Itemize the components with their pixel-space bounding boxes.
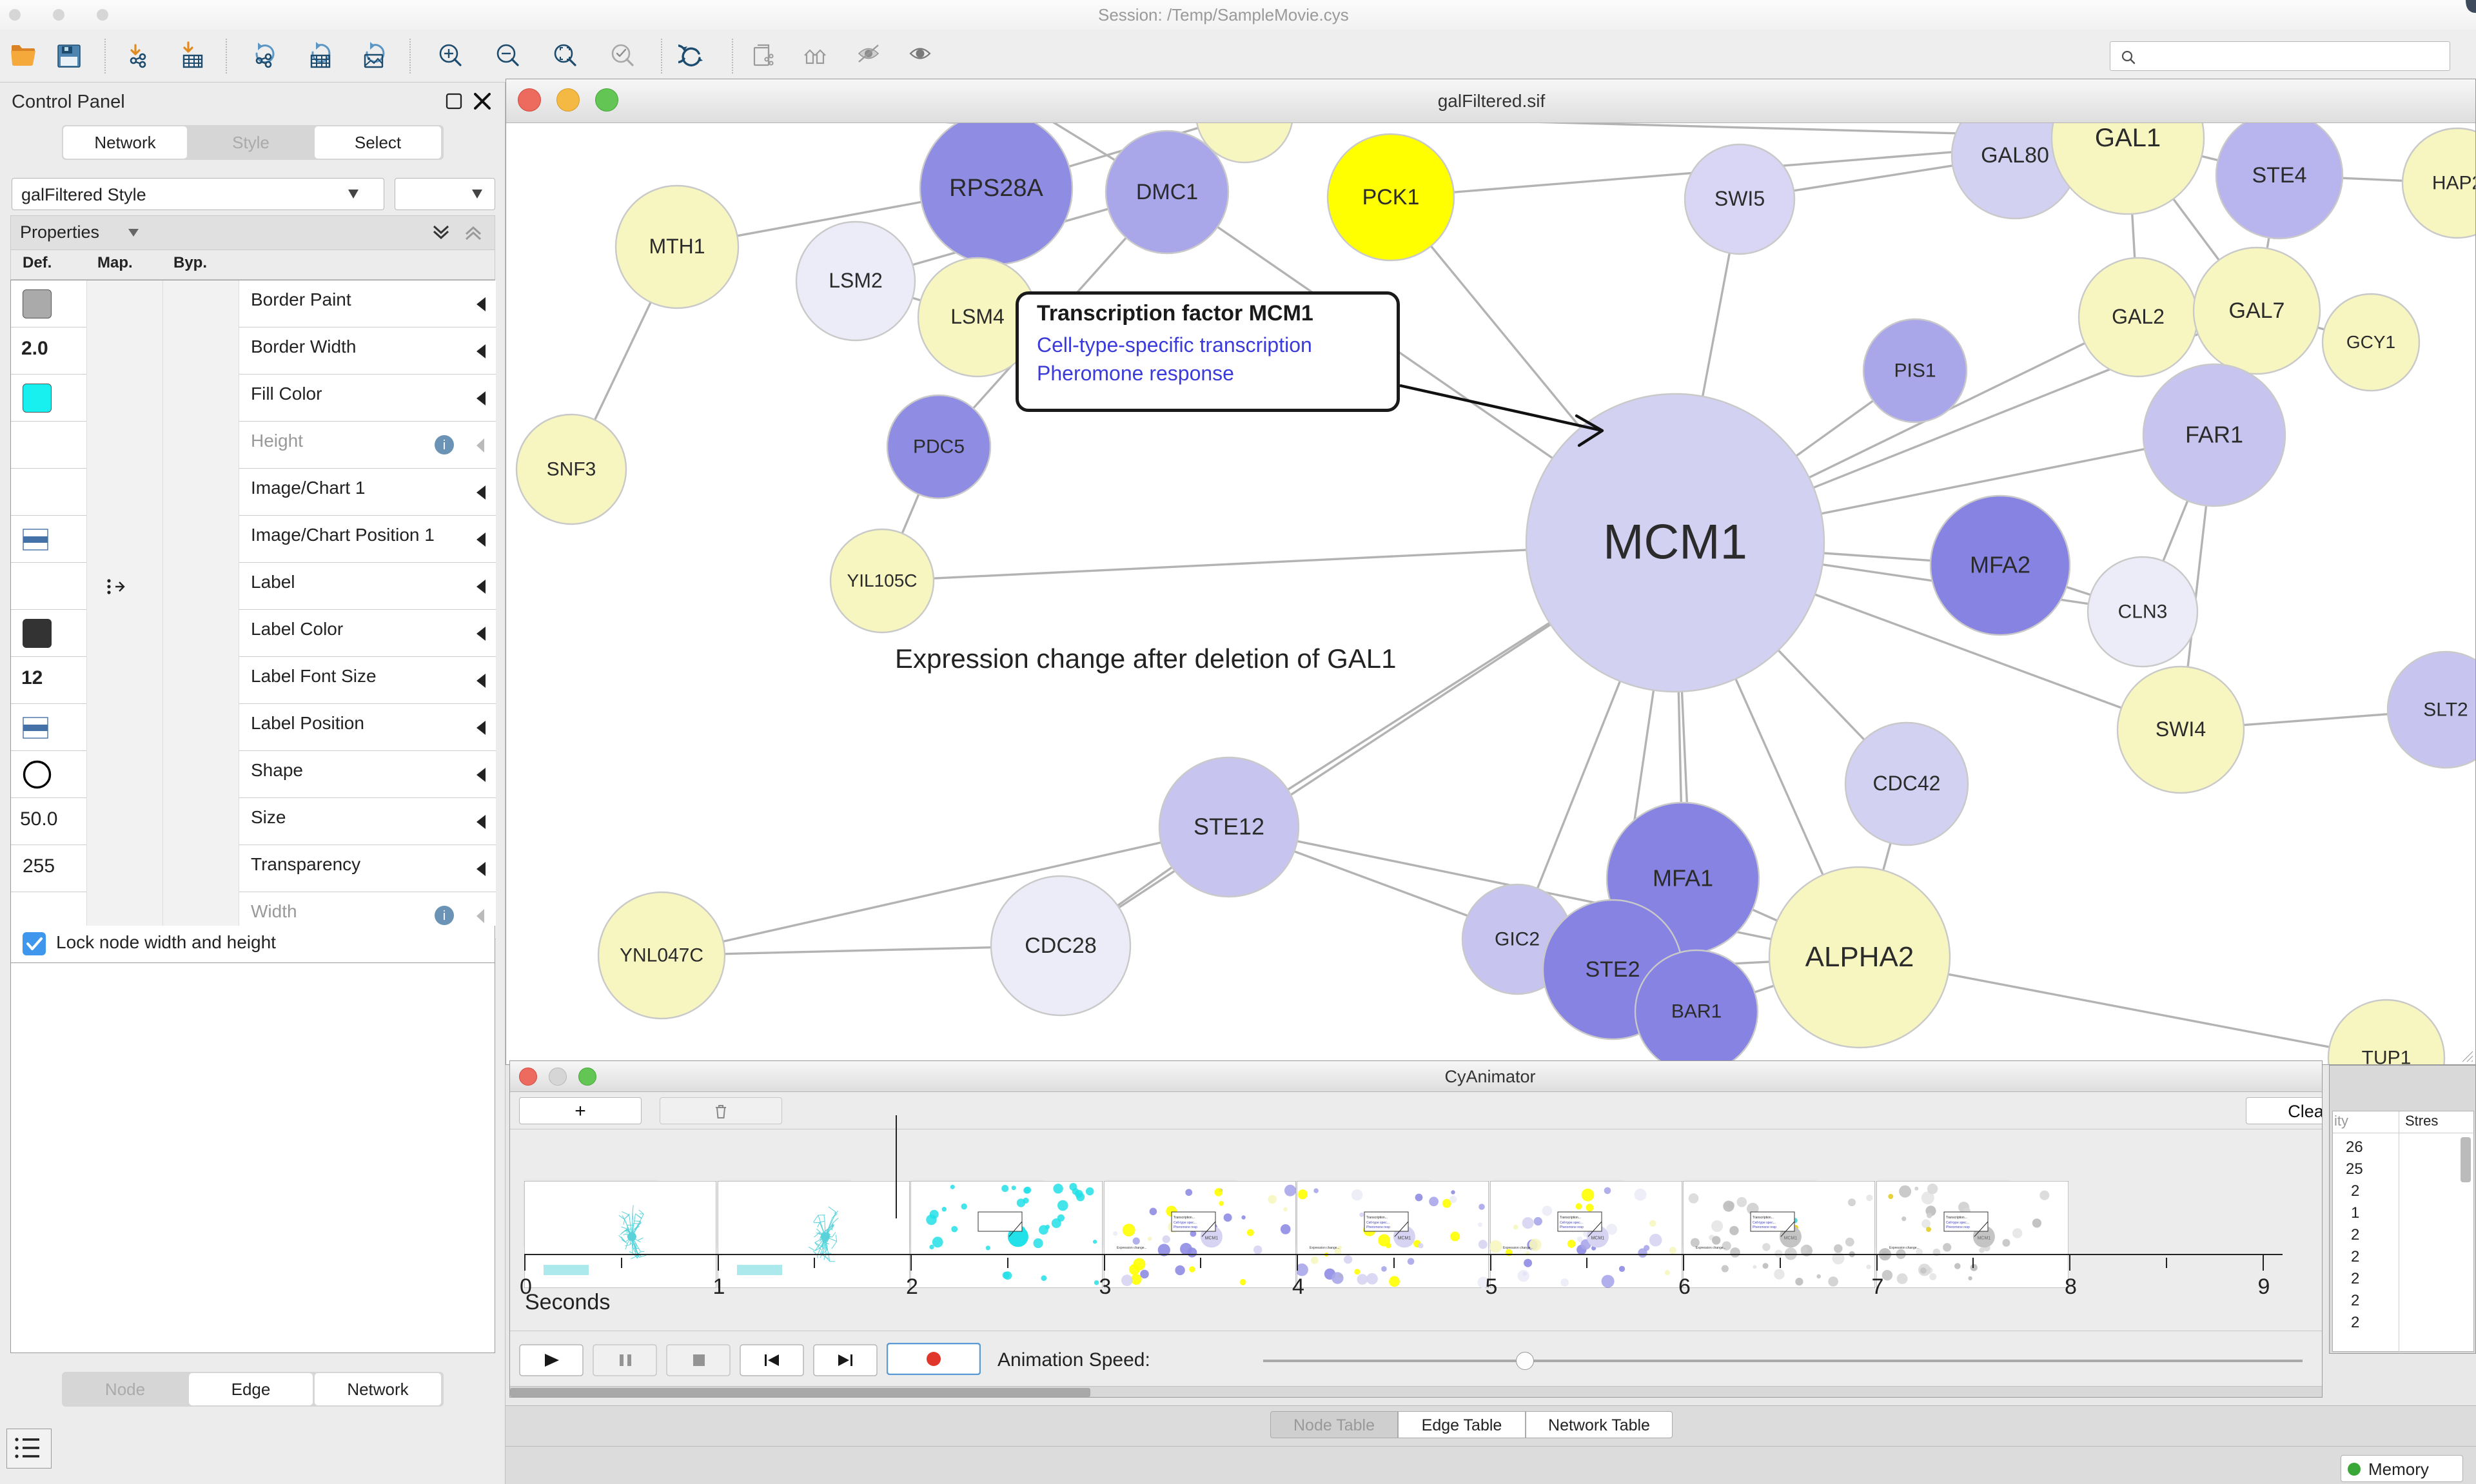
svg-text:Pheromone resp: Pheromone resp	[1946, 1225, 1970, 1229]
svg-text:MCM1: MCM1	[1591, 1236, 1604, 1240]
svg-text:MCM1: MCM1	[1204, 1236, 1218, 1240]
svg-text:Cell-type spec...: Cell-type spec...	[1946, 1221, 1969, 1225]
svg-text:Pheromone resp: Pheromone resp	[1366, 1225, 1390, 1229]
svg-text:Expression change...: Expression change...	[1503, 1246, 1533, 1250]
svg-text:Transcription...: Transcription...	[1366, 1216, 1388, 1220]
svg-text:Pheromone resp: Pheromone resp	[1753, 1225, 1776, 1229]
svg-text:Expression change...: Expression change...	[1889, 1246, 1920, 1250]
svg-text:Expression change...: Expression change...	[1117, 1246, 1147, 1250]
svg-text:Pheromone resp: Pheromone resp	[1174, 1225, 1197, 1229]
svg-text:Transcription...: Transcription...	[1946, 1216, 1967, 1220]
svg-text:MCM1: MCM1	[1977, 1236, 1990, 1240]
svg-text:MCM1: MCM1	[1784, 1236, 1798, 1240]
svg-text:Cell-type spec...: Cell-type spec...	[1366, 1221, 1390, 1225]
svg-text:Pheromone resp: Pheromone resp	[1560, 1225, 1584, 1229]
svg-text:Transcription...: Transcription...	[1174, 1216, 1195, 1220]
svg-text:Expression change...: Expression change...	[1696, 1246, 1726, 1250]
svg-text:i: i	[443, 438, 446, 453]
svg-text:Cell-type spec...: Cell-type spec...	[1174, 1221, 1197, 1225]
svg-text:i: i	[443, 909, 446, 923]
svg-text:Cell-type spec...: Cell-type spec...	[1560, 1221, 1583, 1225]
svg-text:Cell-type spec...: Cell-type spec...	[1753, 1221, 1776, 1225]
svg-text:Expression change...: Expression change...	[1310, 1246, 1340, 1250]
svg-text:Transcription...: Transcription...	[1560, 1216, 1581, 1220]
svg-text:Transcription...: Transcription...	[1753, 1216, 1774, 1220]
svg-text:MCM1: MCM1	[1398, 1236, 1411, 1240]
